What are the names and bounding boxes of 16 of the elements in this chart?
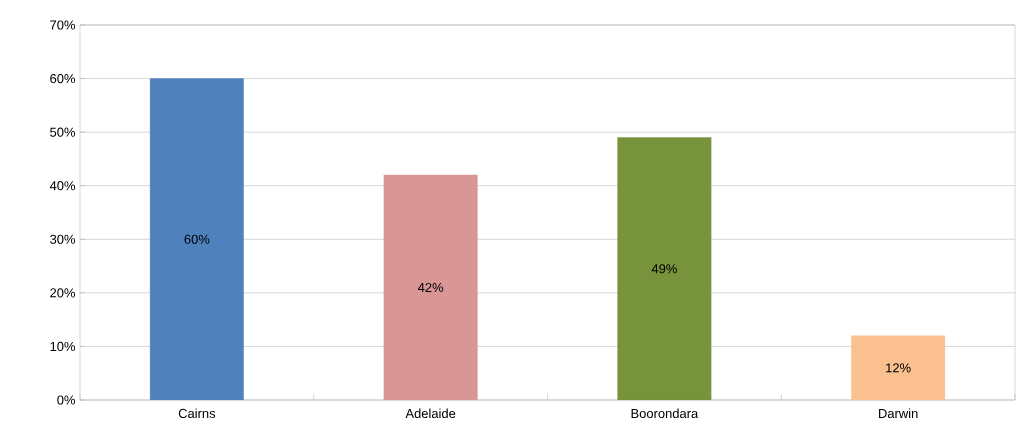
y-tick-label: 0% [57, 395, 76, 405]
y-tick-label: 50% [50, 127, 76, 137]
data-label: 42% [417, 282, 444, 293]
y-tick-label: 30% [50, 234, 76, 244]
y-tick-label: 40% [49, 181, 76, 191]
data-label: 49% [651, 264, 677, 274]
x-tick-label: Cairns [178, 408, 216, 419]
data-label: 60% [184, 234, 210, 244]
x-tick-label: Darwin [879, 408, 918, 419]
y-tick-label: 70% [50, 20, 76, 30]
y-tick-label: 20% [50, 288, 76, 298]
x-tick-label: Boorondara [631, 408, 699, 419]
y-tick-label: 60% [50, 73, 76, 84]
x-tick-label: Adelaide [405, 408, 456, 419]
y-tick-label: 10% [50, 341, 76, 352]
data-label: 12% [886, 363, 911, 373]
